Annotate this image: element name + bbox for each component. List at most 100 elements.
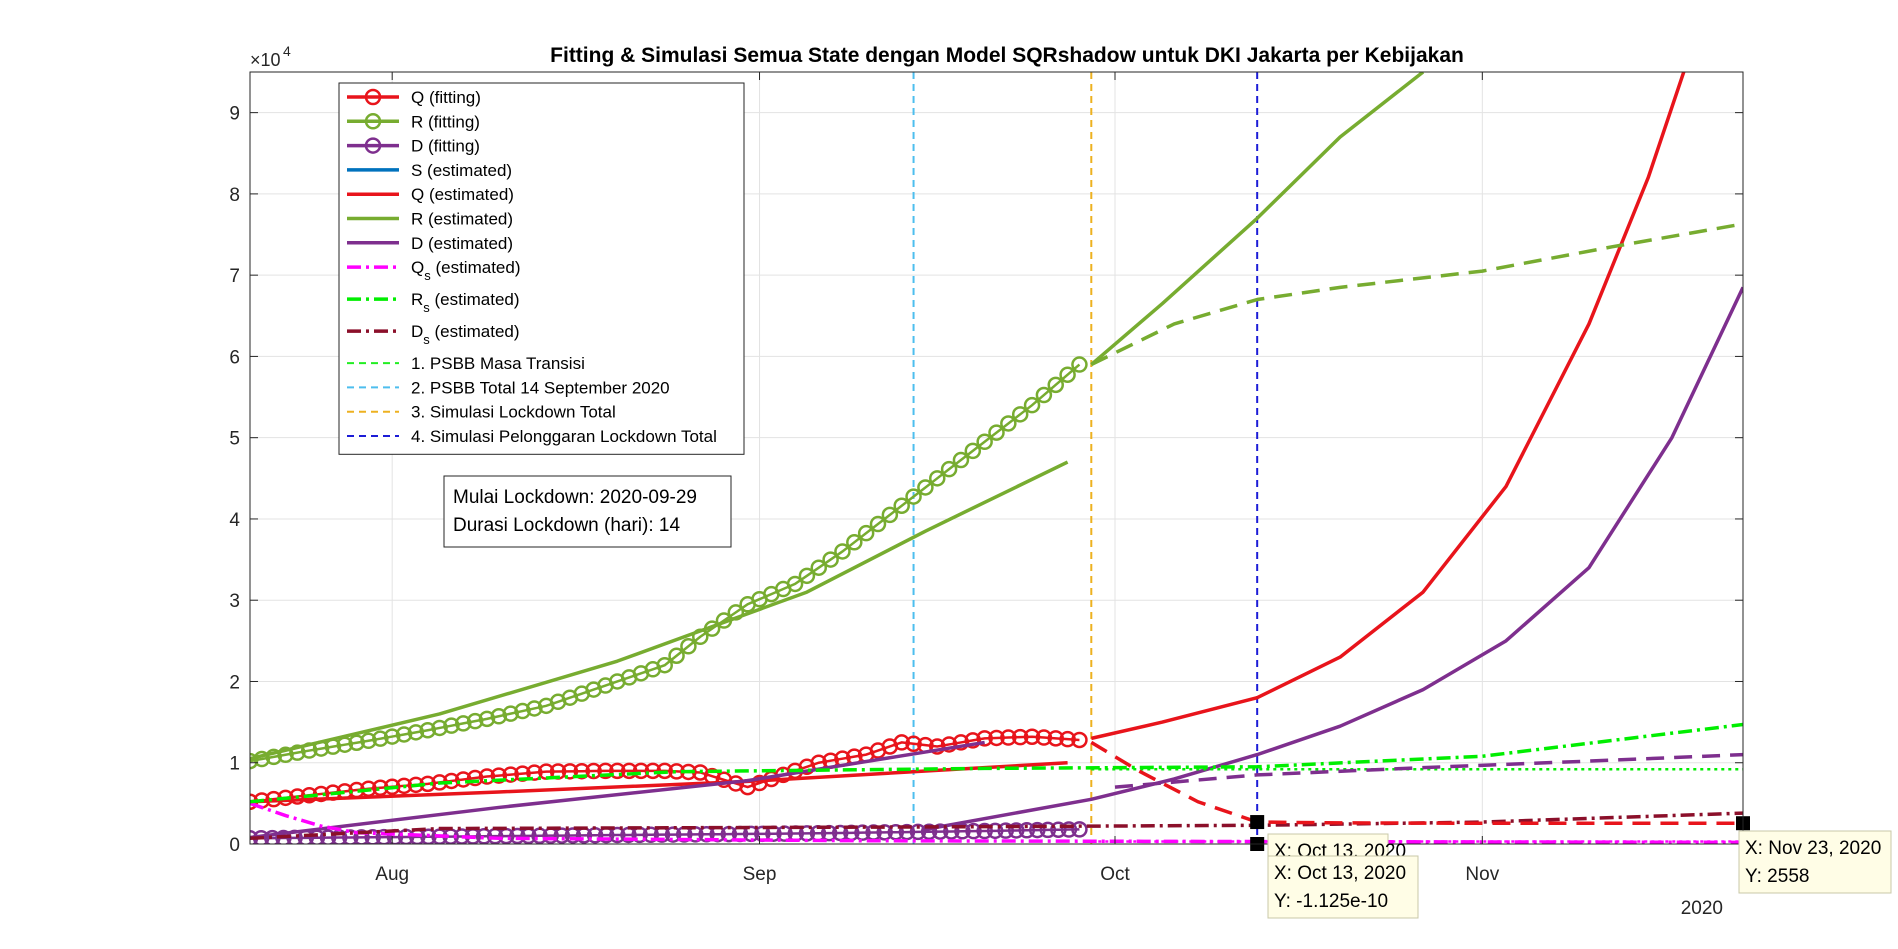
legend-label: 2. PSBB Total 14 September 2020: [411, 378, 670, 397]
legend-label: Q (estimated): [411, 185, 514, 204]
data-point-R_fit: [250, 752, 259, 770]
data-point-D_fit: [920, 823, 938, 841]
series-line-Q_est2: [1090, 72, 1686, 741]
series-line-D_fit: [250, 828, 1080, 840]
y-tick-label: 2: [229, 672, 240, 693]
data-point-R_fit: [514, 702, 531, 720]
legend-label: 4. Simulasi Pelonggaran Lockdown Total: [411, 427, 717, 446]
data-point-R_fit: [846, 534, 863, 551]
data-point-Q_fit: [1011, 728, 1029, 746]
data-point-Q_fit: [526, 764, 543, 781]
data-point-D_fit: [564, 827, 582, 844]
legend-entry-Sim_pelonggaran: 4. Simulasi Pelonggaran Lockdown Total: [347, 427, 717, 446]
data-point-R_fit: [810, 559, 828, 576]
data-point-R_fit: [348, 734, 365, 751]
data-point-R_fit: [881, 506, 899, 524]
data-point-R_fit: [466, 712, 484, 730]
data-point-R_fit: [360, 732, 377, 750]
legend-entry-D_fit: D (fitting): [347, 137, 480, 156]
legend-label: D (fitting): [411, 137, 480, 156]
datatip-box: X: Oct 13, 2020 Y: -1.125e-10: [1267, 855, 1419, 919]
data-point-R_fit: [893, 497, 910, 514]
legend-entry-Q_est: Q (estimated): [347, 185, 514, 204]
legend-label: Q (fitting): [411, 88, 481, 107]
data-point-R_fit: [265, 748, 282, 766]
info-box-line1: Mulai Lockdown: 2020-09-29: [453, 487, 697, 508]
data-point-R_fit: [1000, 415, 1017, 432]
data-point-D_fit: [319, 829, 337, 844]
data-point-D_fit: [898, 823, 916, 841]
y-tick-label: 5: [229, 429, 240, 450]
data-point-Q_fit: [478, 768, 496, 785]
data-point-D_fit: [664, 826, 682, 843]
info-box: Mulai Lockdown: 2020-09-29 Durasi Lockdo…: [443, 475, 732, 548]
legend-marker: [364, 137, 382, 154]
data-point-R_fit: [917, 479, 934, 496]
data-point-Q_fit: [940, 736, 958, 753]
data-point-R_fit: [976, 433, 993, 450]
legend-entry-Sim_lockdown: 3. Simulasi Lockdown Total: [347, 403, 616, 422]
legend-entry-Q_fit: Q (fitting): [347, 88, 481, 107]
data-point-Q_fit: [929, 738, 946, 755]
data-point-R_fit: [656, 656, 673, 674]
data-point-R_fit: [834, 543, 851, 560]
data-point-D_fit: [375, 828, 393, 844]
series-line-R_lock: [1090, 222, 1743, 367]
data-point-Q_fit: [1071, 731, 1088, 749]
data-point-D_fit: [609, 826, 626, 844]
x-tick-label: Nov: [1465, 864, 1499, 885]
datatip-y: Y: 2558: [1745, 866, 1809, 887]
legend-label-subscript: s: [423, 332, 430, 347]
plot-frame: [249, 71, 1744, 845]
data-point-D_fit: [275, 829, 292, 844]
data-point-D_fit: [1007, 822, 1025, 839]
data-point-Q_fit: [1059, 730, 1076, 748]
data-point-D_fit: [1050, 821, 1067, 838]
data-point-Q_fit: [466, 769, 484, 787]
datatip-x: X: Nov 23, 2020: [1745, 838, 1881, 859]
legend-frame: [338, 82, 745, 455]
data-point-R_fit: [1071, 356, 1088, 373]
y-tick-label: 6: [229, 347, 240, 368]
data-point-R_fit: [1023, 396, 1041, 414]
data-point-Q_fit: [609, 762, 626, 780]
datatip-frame: [1738, 830, 1892, 894]
data-point-R_fit: [822, 551, 839, 568]
y-tick-label: 7: [229, 266, 240, 287]
legend-label: 1. PSBB Masa Transisi: [411, 354, 585, 373]
data-point-R_fit: [1047, 376, 1064, 394]
legend-entry-PSBB_total: 2. PSBB Total 14 September 2020: [347, 378, 670, 397]
legend-entry-R_est: R (estimated): [347, 210, 513, 229]
x-tick-label: Aug: [375, 864, 409, 885]
data-point-R_fit: [798, 567, 816, 585]
data-point-R_fit: [455, 715, 472, 732]
x-tick-label: Oct: [1100, 864, 1130, 885]
y-exponent-base: ×10: [250, 50, 281, 70]
y-tick-label: 0: [229, 835, 240, 856]
data-point-D_fit: [1018, 822, 1036, 839]
data-point-D_fit: [931, 823, 949, 840]
data-point-R_fit: [1011, 406, 1029, 423]
legend-label: 3. Simulasi Lockdown Total: [411, 403, 616, 422]
data-point-Q_fit: [905, 735, 922, 753]
data-point-Q_fit: [490, 767, 508, 784]
data-point-R_fit: [502, 705, 519, 722]
series-line-Q_est: [250, 760, 1068, 804]
data-point-R_fit: [1035, 386, 1053, 404]
datatip-x: X: Oct 13, 2020: [1274, 863, 1406, 884]
data-point-R_fit: [869, 515, 887, 533]
data-point-R_fit: [668, 647, 685, 664]
data-point-D_fit: [976, 822, 993, 840]
datatip-marker: [1250, 815, 1265, 830]
data-point-Q_fit: [632, 762, 650, 780]
x-tick-label: Sep: [743, 864, 777, 885]
data-point-R_fit: [407, 724, 425, 741]
data-point-Q_fit: [561, 763, 579, 780]
series-line-R_est2: [1090, 72, 1425, 366]
data-point-Q_fit: [1000, 729, 1017, 746]
data-point-Q_fit: [976, 730, 993, 747]
y-axis-ticks: 0 1 2 3 4 5 6 7 8 9: [229, 104, 1743, 856]
data-point-D_fit: [986, 822, 1004, 840]
data-point-R_fit: [395, 726, 413, 743]
